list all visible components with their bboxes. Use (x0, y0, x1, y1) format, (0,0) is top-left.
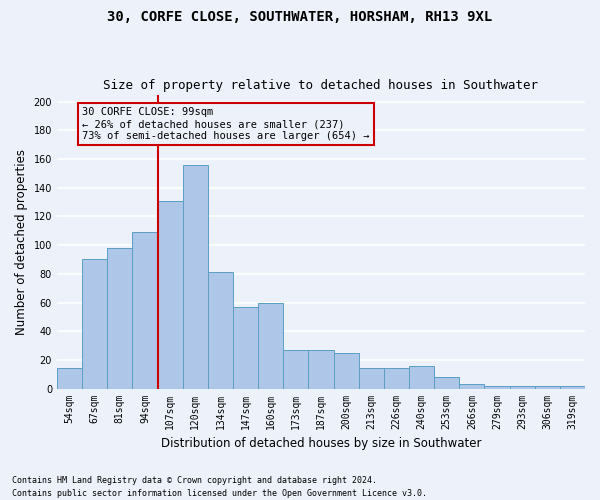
Text: Contains HM Land Registry data © Crown copyright and database right 2024.
Contai: Contains HM Land Registry data © Crown c… (12, 476, 427, 498)
Bar (158, 200, 182, 388)
Text: 30, CORFE CLOSE, SOUTHWATER, HORSHAM, RH13 9XL: 30, CORFE CLOSE, SOUTHWATER, HORSHAM, RH… (107, 10, 493, 24)
Bar (459, 384, 484, 388)
Bar (208, 272, 233, 388)
Bar (509, 386, 535, 388)
Bar (283, 350, 308, 389)
Bar (308, 350, 334, 389)
Y-axis label: Number of detached properties: Number of detached properties (15, 148, 28, 334)
Bar (535, 386, 560, 388)
Bar (409, 366, 434, 388)
Bar (334, 352, 359, 388)
Title: Size of property relative to detached houses in Southwater: Size of property relative to detached ho… (103, 79, 538, 92)
Bar (57, 368, 82, 388)
Bar (258, 302, 283, 388)
Bar (182, 165, 208, 388)
Bar (82, 260, 107, 388)
Bar (560, 386, 585, 388)
Bar (434, 377, 459, 388)
Bar (484, 386, 509, 388)
Bar (233, 307, 258, 388)
Text: 30 CORFE CLOSE: 99sqm
← 26% of detached houses are smaller (237)
73% of semi-det: 30 CORFE CLOSE: 99sqm ← 26% of detached … (82, 108, 370, 140)
Bar (133, 232, 158, 388)
Bar (384, 368, 409, 388)
Bar (359, 368, 384, 388)
X-axis label: Distribution of detached houses by size in Southwater: Distribution of detached houses by size … (161, 437, 481, 450)
Bar (107, 248, 133, 388)
